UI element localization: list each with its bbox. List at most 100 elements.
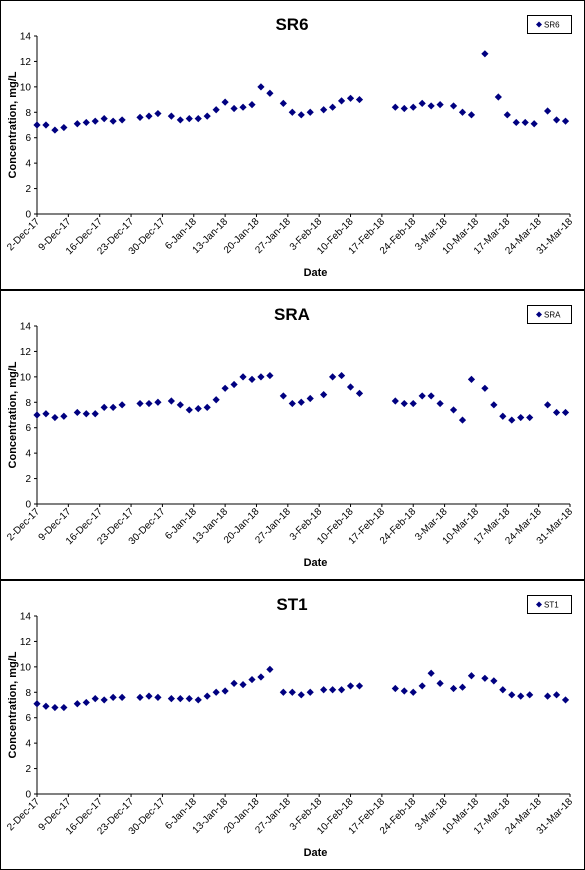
data-point (221, 687, 229, 695)
data-point (203, 112, 211, 120)
data-point (145, 692, 153, 700)
data-point (248, 675, 256, 684)
y-tick-label: 10 (20, 662, 32, 673)
data-point (526, 691, 534, 699)
legend-box (527, 595, 572, 614)
data-point (467, 111, 476, 119)
data-point (499, 412, 507, 420)
panel-frame (0, 580, 585, 870)
legend-box (527, 305, 572, 324)
data-point (346, 383, 355, 391)
y-tick-label: 0 (25, 790, 31, 801)
y-tick-label: 8 (25, 108, 31, 119)
legend-box (527, 15, 572, 34)
data-point (33, 700, 41, 708)
chart-panel-sr6: SR6024681012142-Dec-179-Dec-1716-Dec-172… (0, 0, 585, 290)
y-tick-label: 6 (25, 133, 31, 144)
data-point (91, 695, 99, 703)
y-tick-label: 8 (25, 688, 31, 699)
data-point (561, 117, 570, 125)
data-point (42, 410, 50, 418)
data-point (279, 688, 287, 696)
data-point (346, 94, 355, 102)
data-point (436, 679, 444, 687)
y-tick-label: 0 (25, 210, 31, 221)
y-tick-label: 8 (25, 398, 31, 409)
data-point (212, 396, 220, 404)
data-point (167, 112, 175, 120)
data-point (82, 118, 90, 127)
data-point (508, 416, 516, 424)
y-tick-label: 2 (25, 474, 31, 485)
data-point (481, 384, 489, 392)
data-point (521, 118, 529, 127)
data-point (221, 98, 229, 106)
data-point (544, 107, 552, 115)
x-axis-title: Date (304, 267, 328, 279)
data-point (458, 416, 467, 424)
data-point (82, 410, 90, 418)
data-point (185, 115, 193, 123)
data-point (561, 408, 570, 417)
y-tick-label: 4 (25, 449, 31, 460)
data-point (73, 408, 81, 417)
data-point (266, 665, 274, 673)
chart-title: ST1 (276, 595, 307, 614)
data-point (346, 682, 355, 690)
y-tick-label: 10 (20, 82, 32, 93)
data-point (212, 688, 220, 696)
data-point (337, 686, 346, 694)
data-point (145, 399, 153, 408)
data-point (355, 389, 364, 397)
data-point (176, 401, 184, 409)
data-point (230, 679, 238, 687)
legend-label: ST1 (544, 601, 559, 610)
panel-frame (0, 290, 585, 580)
data-point (176, 116, 184, 124)
data-point (279, 99, 287, 107)
data-point (230, 380, 238, 389)
data-point (33, 121, 41, 129)
y-tick-label: 6 (25, 713, 31, 724)
data-point (266, 371, 274, 380)
data-point (203, 403, 211, 411)
data-point (306, 688, 314, 696)
legend-label: SR6 (544, 21, 560, 30)
data-point (118, 116, 126, 124)
data-point (257, 373, 265, 381)
data-point (427, 669, 435, 677)
data-point (329, 686, 337, 694)
data-point (391, 684, 399, 693)
data-point (306, 108, 314, 116)
y-axis-title: Concentration, mg/L (7, 71, 19, 178)
data-point (266, 89, 274, 97)
data-point (449, 406, 458, 414)
legend-marker (536, 311, 542, 318)
data-point (490, 401, 498, 409)
data-point (239, 681, 247, 689)
data-point (230, 104, 238, 113)
data-point (154, 398, 162, 406)
data-point (499, 686, 507, 694)
data-point (427, 392, 435, 400)
data-point (82, 698, 90, 707)
data-point (185, 406, 193, 414)
data-point (409, 399, 417, 408)
data-point (320, 106, 328, 114)
y-tick-label: 4 (25, 739, 31, 750)
data-point (418, 392, 426, 400)
data-point (320, 391, 328, 399)
x-axis-title: Date (304, 847, 328, 859)
y-axis-title: Concentration, mg/L (7, 651, 19, 758)
data-point (526, 413, 534, 422)
data-point (60, 703, 68, 712)
data-point (409, 688, 417, 696)
data-point (136, 693, 144, 701)
data-point (337, 371, 346, 380)
data-point (194, 115, 202, 123)
data-point (51, 126, 59, 134)
data-point (400, 687, 408, 695)
data-point (73, 700, 81, 708)
y-tick-label: 14 (20, 612, 32, 623)
data-point (436, 399, 444, 408)
